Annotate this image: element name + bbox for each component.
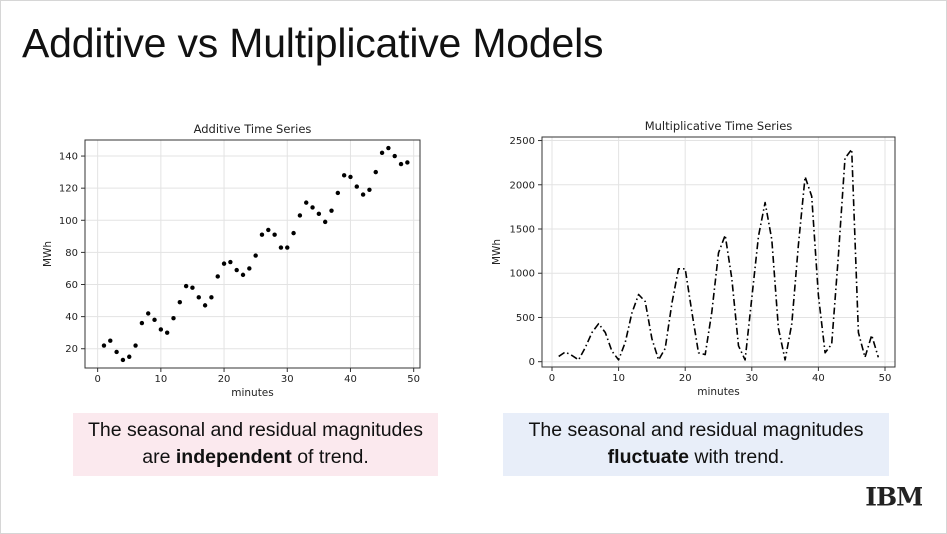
x-axis-label: minutes bbox=[697, 386, 740, 398]
data-point bbox=[133, 343, 138, 348]
x-tick-label: 10 bbox=[154, 374, 167, 385]
data-point bbox=[259, 232, 265, 237]
data-point bbox=[266, 227, 271, 233]
additive-caption-tail: of trend. bbox=[291, 446, 369, 468]
data-point bbox=[171, 316, 176, 321]
data-point bbox=[329, 208, 334, 213]
data-point bbox=[272, 232, 277, 237]
data-point bbox=[316, 211, 322, 217]
data-point bbox=[285, 245, 290, 250]
multiplicative-time-series-chart: 0 10 20 30 40 5005001000150020002500Multiplic… bbox=[491, 119, 896, 398]
y-tick-label: 20 bbox=[65, 344, 78, 355]
data-point bbox=[335, 190, 341, 196]
data-point bbox=[253, 253, 258, 258]
plot-frame bbox=[541, 136, 896, 368]
data-point bbox=[386, 145, 391, 151]
data-point bbox=[152, 317, 157, 323]
data-point bbox=[304, 200, 309, 205]
x-tick-label: 10 bbox=[612, 373, 625, 384]
data-point bbox=[360, 192, 366, 197]
x-tick-label: 30 bbox=[281, 374, 294, 385]
x-tick-label: 40 bbox=[344, 374, 357, 385]
x-tick-label: 20 bbox=[218, 374, 231, 385]
y-tick-label: 80 bbox=[65, 248, 78, 259]
y-tick-label: 500 bbox=[516, 313, 535, 324]
svg-text:IBM: IBM bbox=[866, 484, 922, 508]
additive-time-series-chart: 0 10 20 30 40 50 20 40 60 80 100 120 140 Additive Tim… bbox=[42, 122, 421, 399]
x-tick-label: 50 bbox=[407, 374, 420, 385]
y-tick-label: 60 bbox=[65, 280, 78, 291]
x-axis-label: minutes bbox=[231, 387, 274, 399]
x-tick-label: 20 bbox=[679, 373, 692, 384]
plot-area bbox=[85, 140, 420, 368]
x-tick-label: 0 bbox=[549, 373, 555, 384]
series-line bbox=[558, 148, 880, 361]
data-point bbox=[146, 311, 151, 316]
data-point bbox=[405, 160, 410, 165]
y-tick-label: 120 bbox=[59, 184, 78, 195]
y-tick-label: 1000 bbox=[510, 269, 535, 280]
slide-title: Additive vs Multiplicative Models bbox=[22, 20, 604, 66]
y-tick-label: 140 bbox=[59, 152, 78, 163]
y-tick-label: 2500 bbox=[510, 136, 535, 147]
multiplicative-caption-tail: with trend. bbox=[688, 446, 785, 468]
data-point bbox=[379, 150, 385, 156]
x-tick-label: 40 bbox=[812, 373, 825, 384]
data-point bbox=[196, 295, 201, 300]
y-tick-label: 2000 bbox=[510, 180, 535, 191]
chart-title: Additive Time Series bbox=[194, 122, 312, 136]
y-tick-label: 100 bbox=[59, 216, 78, 227]
y-tick-label: 1500 bbox=[510, 225, 535, 236]
additive-caption-emphasis: independent bbox=[175, 446, 292, 468]
data-point bbox=[215, 274, 220, 279]
data-point bbox=[341, 173, 347, 178]
y-axis-label: MWh bbox=[491, 239, 503, 265]
data-point bbox=[164, 330, 170, 335]
x-tick-label: 50 bbox=[879, 373, 892, 384]
data-point bbox=[291, 230, 296, 236]
ibm-logo: IBM bbox=[866, 484, 922, 508]
data-point bbox=[247, 266, 252, 271]
data-point bbox=[354, 184, 359, 189]
data-point bbox=[221, 261, 227, 266]
multiplicative-caption-text: The seasonal and residual magnitudes bbox=[528, 419, 864, 441]
y-axis-label: MWh bbox=[42, 241, 54, 267]
data-point bbox=[234, 267, 239, 273]
data-point bbox=[139, 320, 145, 326]
data-point bbox=[297, 213, 303, 218]
y-tick-label: 40 bbox=[65, 312, 78, 323]
data-point bbox=[310, 205, 315, 210]
data-point bbox=[373, 169, 378, 175]
multiplicative-caption: The seasonal and residual magnitudes flu… bbox=[503, 413, 889, 476]
data-point bbox=[190, 285, 195, 290]
chart-title: Multiplicative Time Series bbox=[645, 119, 793, 133]
data-point bbox=[322, 219, 328, 225]
data-point bbox=[158, 327, 164, 332]
x-tick-label: 30 bbox=[745, 373, 758, 384]
y-tick-label: 0 bbox=[529, 357, 535, 368]
data-point bbox=[108, 338, 113, 343]
data-point bbox=[348, 174, 353, 180]
data-point bbox=[367, 187, 372, 192]
data-point bbox=[278, 245, 284, 250]
data-point bbox=[101, 343, 107, 348]
data-point bbox=[392, 153, 397, 159]
additive-caption: The seasonal and residual magnitudes are… bbox=[73, 413, 438, 476]
data-point bbox=[228, 259, 233, 265]
data-point bbox=[209, 295, 214, 300]
data-point bbox=[398, 161, 404, 167]
plot-frame bbox=[84, 139, 421, 369]
data-point bbox=[177, 299, 183, 305]
data-point bbox=[202, 303, 208, 308]
data-point bbox=[127, 354, 132, 359]
additive-caption-text: The seasonal and residual magnitudes are bbox=[88, 419, 423, 468]
x-tick-label: 0 bbox=[94, 374, 100, 385]
data-point bbox=[183, 283, 189, 289]
data-point bbox=[114, 349, 119, 355]
data-point bbox=[120, 357, 126, 363]
data-point bbox=[240, 272, 246, 278]
multiplicative-caption-emphasis: fluctuate bbox=[607, 446, 689, 468]
